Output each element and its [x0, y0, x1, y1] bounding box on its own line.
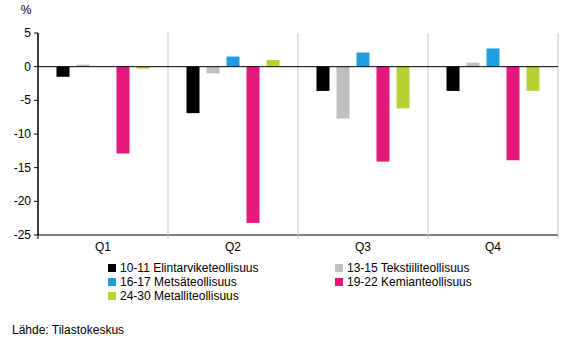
bar: [207, 67, 220, 74]
legend-entry: 16-17 Metsäteollisuus: [120, 275, 237, 289]
bar: [377, 67, 390, 162]
y-label: %: [21, 3, 32, 17]
x-tick-label: Q4: [485, 240, 501, 254]
y-tick-label: -25: [14, 228, 32, 242]
bars: [57, 48, 540, 222]
bar: [267, 60, 280, 67]
bar: [397, 67, 410, 109]
y-tick: [34, 66, 38, 67]
y-tick: [34, 134, 38, 135]
category-separator: [168, 33, 169, 239]
bar: [57, 67, 70, 77]
bar: [467, 63, 480, 67]
y-tick: [34, 167, 38, 168]
chart: % -25 -20 -15 -10 -5 0 5 Q1 Q2 Q3 Q4 10-11 Elintarvi…: [0, 0, 576, 349]
y-tick: [34, 33, 38, 34]
category-separator: [558, 33, 559, 239]
legend-swatch: [108, 278, 116, 286]
bar: [227, 57, 240, 67]
bar: [187, 67, 200, 113]
y-tick: [34, 201, 38, 202]
legend-entry: 13-15 Tekstiiliteollisuus: [347, 261, 470, 275]
y-tick-label: -20: [14, 194, 32, 208]
legend-swatch: [335, 264, 343, 272]
category-separator: [428, 33, 429, 239]
bar: [317, 67, 330, 91]
y-tick-label: 0: [24, 60, 31, 74]
y-tick: [34, 235, 38, 236]
bar: [507, 67, 520, 161]
y-tick: [34, 100, 38, 101]
bar: [117, 67, 130, 154]
legend-swatch: [335, 278, 343, 286]
x-tick-label: Q1: [95, 240, 111, 254]
category-separator: [38, 33, 39, 239]
y-tick-label: 5: [24, 26, 31, 40]
bar: [487, 48, 500, 66]
category-separator: [298, 33, 299, 239]
source: Lähde: Tilastokeskus: [12, 323, 124, 337]
bar: [357, 53, 370, 67]
x-tick-label: Q3: [355, 240, 371, 254]
x-tick-label: Q2: [225, 240, 241, 254]
legend-swatch: [108, 292, 116, 300]
bar: [247, 67, 260, 223]
y-tick-label: -10: [14, 127, 32, 141]
bar: [447, 67, 460, 91]
y-tick-label: -5: [20, 93, 31, 107]
legend-entry: 10-11 Elintarviketeollisuus: [120, 261, 259, 275]
y-tick-label: -15: [14, 161, 32, 175]
legend-swatch: [108, 264, 116, 272]
legend-entry: 24-30 Metalliteollisuus: [120, 289, 239, 303]
bar: [337, 67, 350, 119]
bar: [527, 67, 540, 91]
legend-entry: 19-22 Kemianteollisuus: [347, 275, 472, 289]
zero-line: [38, 66, 558, 67]
